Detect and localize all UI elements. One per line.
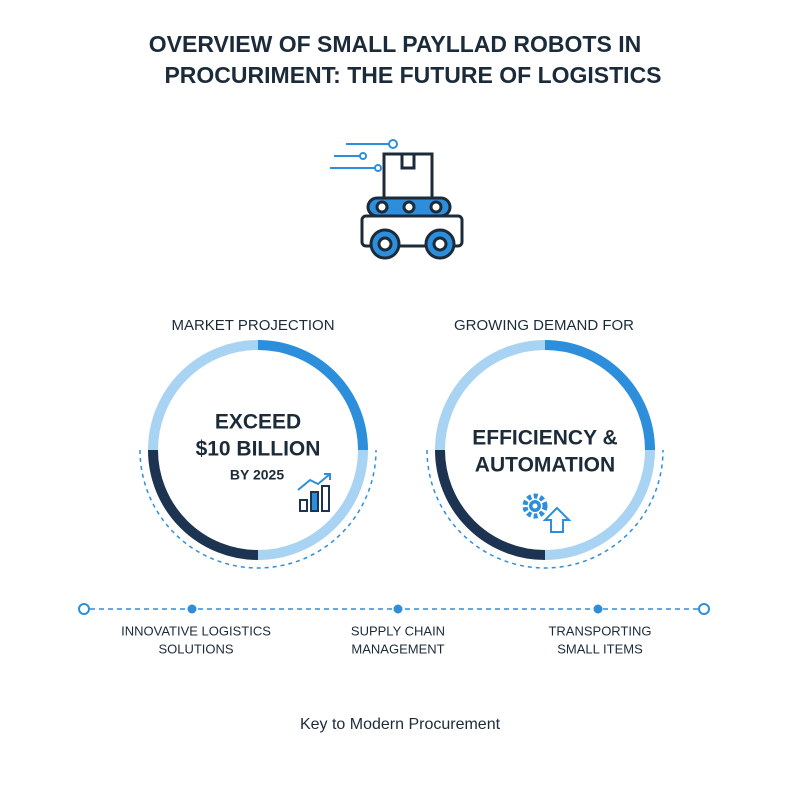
panel-text: EFFICIENCY &	[472, 427, 617, 450]
robot-icon	[330, 139, 464, 260]
panel-text: $10 BILLION	[196, 438, 321, 461]
timeline-label: SOLUTIONS	[158, 641, 233, 656]
gear-icon	[522, 493, 572, 533]
panel-label: GROWING DEMAND FOR	[454, 317, 634, 334]
panel-label: MARKET PROJECTION	[171, 317, 334, 334]
footer: Key to Modern Procurement	[300, 716, 501, 733]
chart-icon	[297, 473, 331, 512]
timeline-label: INNOVATIVE LOGISTICS	[121, 623, 271, 638]
timeline	[78, 603, 710, 615]
timeline-label: TRANSPORTING	[548, 623, 651, 638]
timeline-label: SMALL ITEMS	[557, 641, 643, 656]
panel-text: EXCEED	[215, 411, 301, 434]
timeline-label: MANAGEMENT	[351, 641, 444, 656]
ring	[426, 340, 664, 569]
ring	[139, 340, 377, 569]
title-line: OVERVIEW OF SMALL PAYLLAD ROBOTS IN	[149, 31, 641, 57]
panel-subtext: BY 2025	[230, 467, 284, 483]
timeline-label: SUPPLY CHAIN	[351, 623, 445, 638]
title-line: PROCURIMENT: THE FUTURE OF LOGISTICS	[164, 62, 661, 88]
panel-text: AUTOMATION	[475, 454, 615, 477]
